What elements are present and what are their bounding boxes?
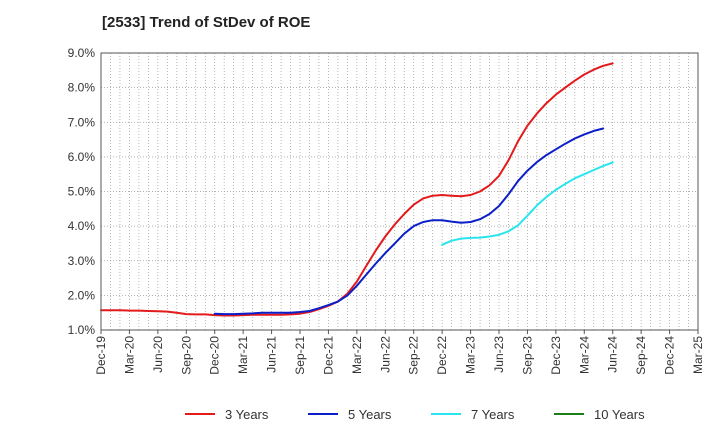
x-tick-label: Mar-21	[236, 336, 250, 374]
y-tick-label: 6.0%	[68, 150, 96, 164]
x-tick-label: Mar-23	[464, 336, 478, 374]
y-tick-label: 7.0%	[68, 115, 96, 129]
legend: 3 Years 5 Years 7 Years 10 Years	[185, 407, 645, 422]
legend-label: 7 Years	[471, 407, 515, 422]
x-tick-label: Jun-21	[265, 336, 279, 373]
x-tick-label: Sep-20	[179, 336, 193, 375]
x-tick-label: Mar-25	[691, 336, 705, 374]
x-axis: Dec-19 Mar-20 Jun-20 Sep-20 Dec-20 Mar-21 Jun-…	[94, 330, 705, 375]
x-tick-label: Sep-21	[293, 336, 307, 375]
legend-label: 3 Years	[225, 407, 269, 422]
x-tick-label: Jun-24	[606, 336, 620, 373]
grid-layer	[101, 53, 698, 330]
x-tick-label: Dec-19	[94, 336, 108, 375]
x-tick-label: Mar-22	[350, 336, 364, 374]
plot-frame	[100, 52, 699, 331]
x-tick-label: Dec-23	[549, 336, 563, 375]
y-tick-label: 1.0%	[68, 323, 96, 337]
y-tick-label: 9.0%	[68, 46, 96, 60]
x-tick-label: Mar-24	[577, 336, 591, 374]
x-tick-label: Dec-21	[321, 336, 335, 375]
series-line-7-years	[441, 161, 614, 246]
x-tick-label: Sep-23	[520, 336, 534, 375]
legend-label: 5 Years	[348, 407, 392, 422]
series-line-3-years	[100, 62, 614, 317]
x-tick-label: Sep-22	[407, 336, 421, 375]
y-tick-label: 5.0%	[68, 185, 96, 199]
x-tick-label: Jun-23	[492, 336, 506, 373]
y-axis: 1.0% 2.0% 3.0% 4.0% 5.0% 6.0% 7.0% 8.0% 9.0%	[68, 46, 96, 337]
y-tick-label: 2.0%	[68, 288, 96, 302]
x-tick-label: Dec-22	[435, 336, 449, 375]
y-tick-label: 8.0%	[68, 81, 96, 95]
series-line-5-years	[213, 127, 605, 316]
x-tick-label: Mar-20	[122, 336, 136, 374]
chart-title: [2533] Trend of StDev of ROE	[102, 14, 311, 31]
x-tick-label: Dec-24	[663, 336, 677, 375]
x-tick-label: Jun-22	[378, 336, 392, 373]
y-tick-label: 3.0%	[68, 254, 96, 268]
legend-label: 10 Years	[594, 407, 645, 422]
y-tick-label: 4.0%	[68, 219, 96, 233]
series-layer	[100, 62, 614, 317]
x-tick-label: Sep-24	[634, 336, 648, 375]
x-tick-label: Dec-20	[208, 336, 222, 375]
x-tick-label: Jun-20	[151, 336, 165, 373]
